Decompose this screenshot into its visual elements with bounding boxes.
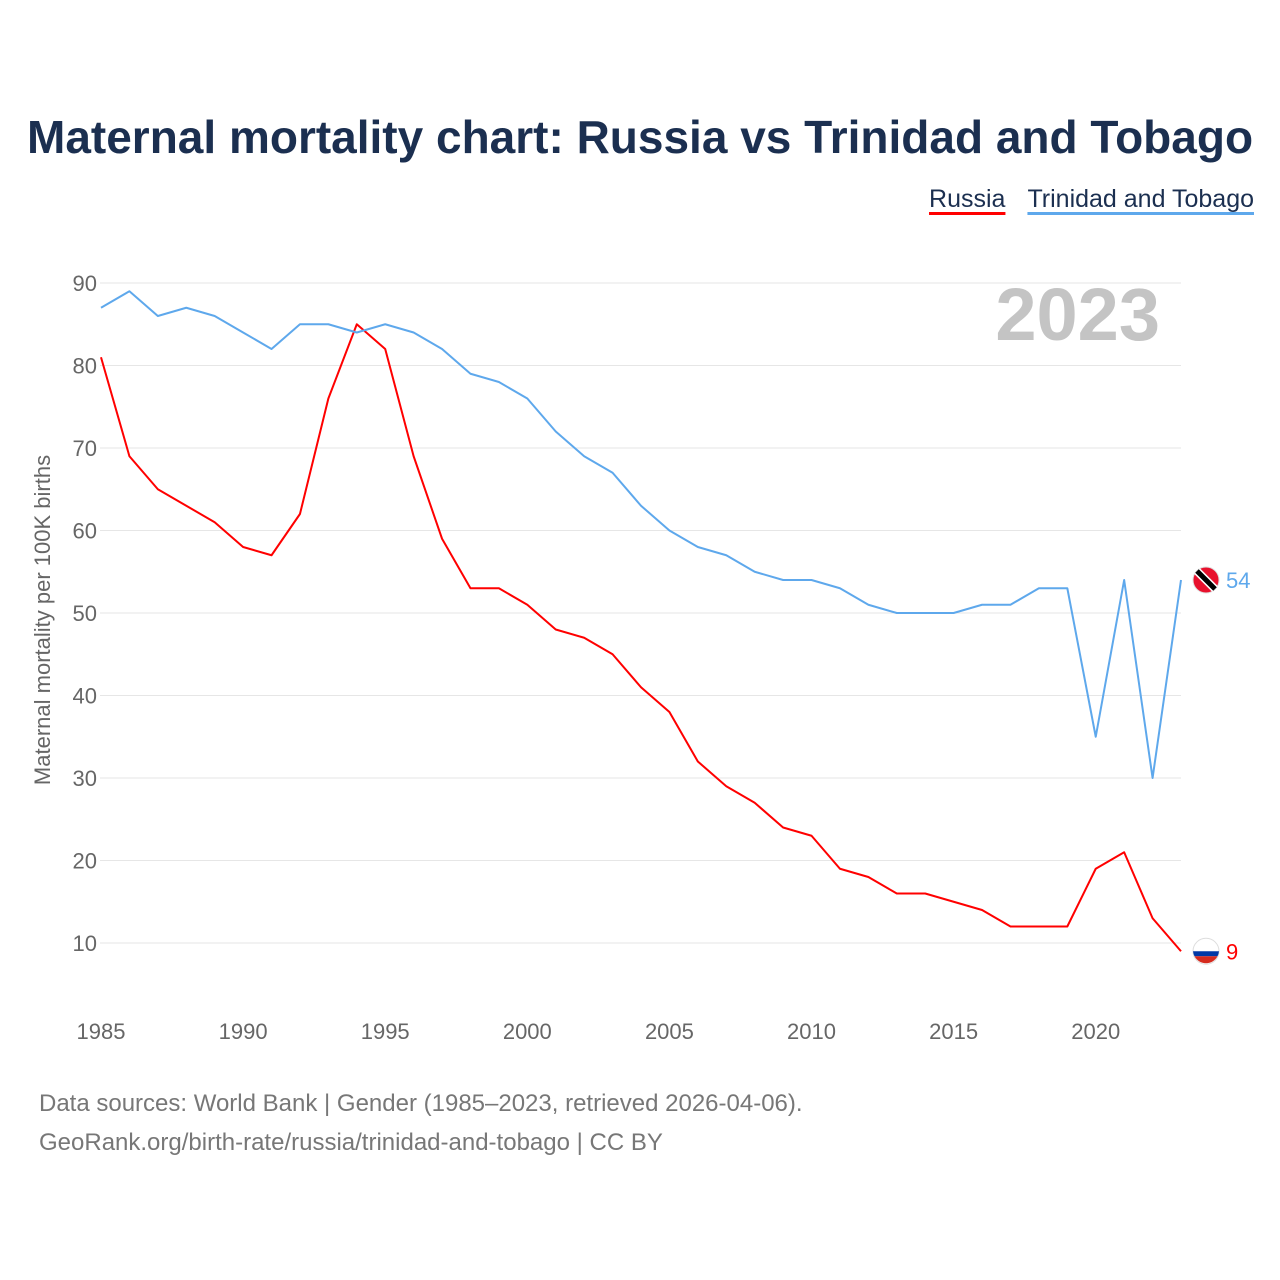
series-line-trinidad-and-tobago (100, 290, 1182, 779)
footer-url[interactable]: GeoRank.org/birth-rate/russia/trinidad-a… (39, 1129, 663, 1156)
flag-stripe (1193, 951, 1219, 957)
series-line-russia (100, 323, 1182, 952)
legend-item-trinidad-and-tobago[interactable]: Trinidad and Tobago (1027, 185, 1254, 213)
y-tick-label: 30 (73, 766, 97, 791)
y-tick-label: 40 (73, 684, 97, 709)
x-tick-label: 2010 (787, 1019, 836, 1044)
y-tick-label: 70 (73, 436, 97, 461)
legend: Trinidad and Tobago Russia (929, 185, 1254, 215)
y-tick-label: 90 (73, 271, 97, 296)
flag-stripe (1194, 956, 1218, 964)
end-value-label: 54 (1226, 568, 1250, 593)
y-tick-label: 60 (73, 519, 97, 544)
x-tick-label: 1995 (361, 1019, 410, 1044)
series-lines: 9 54 (100, 290, 1250, 965)
legend-swatch (1027, 212, 1254, 215)
y-tick-label: 20 (73, 849, 97, 874)
y-tick-label: 80 (73, 354, 97, 379)
end-value-label: 9 (1226, 939, 1238, 964)
chart-title: Maternal mortality chart: Russia vs Trin… (27, 111, 1253, 163)
legend-item-russia[interactable]: Russia (929, 185, 1006, 213)
x-tick-label: 2005 (645, 1019, 694, 1044)
y-axis-label: Maternal mortality per 100K births (30, 455, 55, 785)
y-tick-label: 50 (73, 601, 97, 626)
x-tick-label: 2020 (1071, 1019, 1120, 1044)
legend-swatch (929, 212, 1006, 215)
x-tick-label: 1985 (77, 1019, 126, 1044)
year-watermark: 2023 (995, 273, 1160, 356)
y-tick-label: 10 (73, 931, 97, 956)
x-tick-label: 2015 (929, 1019, 978, 1044)
footer-sources: Data sources: World Bank | Gender (1985–… (39, 1090, 803, 1117)
x-tick-label: 2000 (503, 1019, 552, 1044)
x-tick-label: 1990 (219, 1019, 268, 1044)
grid: 10 20 30 40 50 60 70 80 90 1985 1990 1995 2000 2005 20… (73, 271, 1181, 1044)
flag-stripe (1195, 569, 1217, 591)
